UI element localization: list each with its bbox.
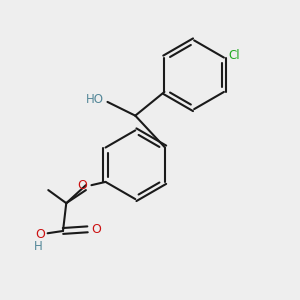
Text: O: O bbox=[78, 179, 88, 192]
Text: H: H bbox=[33, 240, 42, 253]
Text: O: O bbox=[92, 223, 101, 236]
Text: HO: HO bbox=[86, 93, 104, 106]
Text: O: O bbox=[35, 228, 45, 241]
Text: Cl: Cl bbox=[229, 50, 240, 62]
